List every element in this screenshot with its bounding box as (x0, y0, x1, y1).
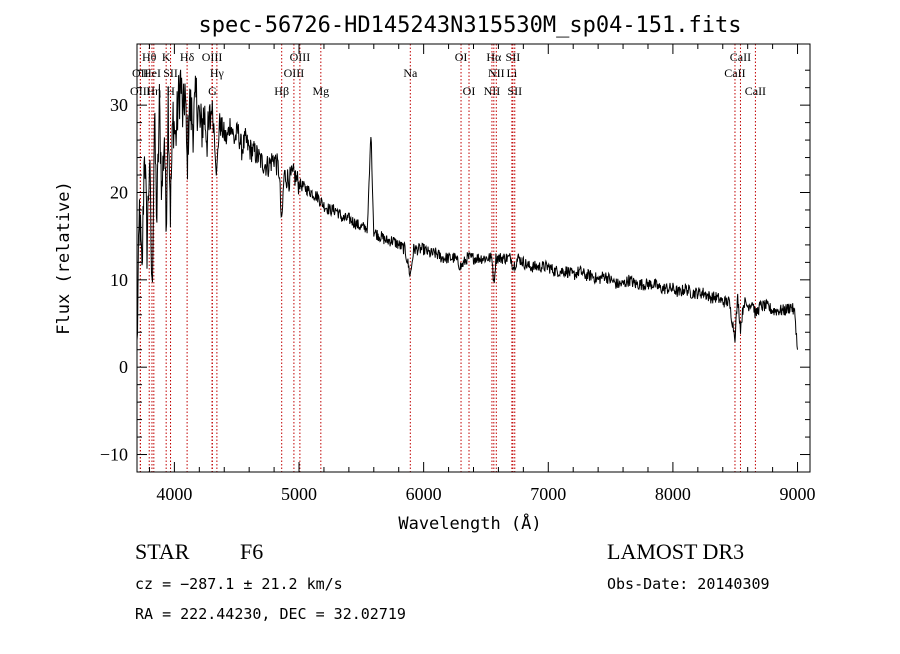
y-tick-label: −10 (100, 445, 128, 465)
spectral-line-label: H (166, 84, 175, 98)
spectral-line-label: HeI (143, 66, 161, 80)
x-tick-label: 4000 (156, 484, 192, 504)
spectral-line-label: Hη (146, 84, 161, 98)
spectral-line-label: Hθ (142, 50, 157, 64)
spectral-line-label: CaII (730, 50, 751, 64)
spectral-line-label: Mg (312, 84, 329, 98)
spectral-line-label: K (162, 50, 171, 64)
spectral-line-label: SII (163, 66, 178, 80)
spectral-line-label: Hβ (274, 84, 289, 98)
x-axis-label: Wavelength (Å) (398, 512, 541, 534)
spectral-line-label: OIII (284, 66, 305, 80)
spectral-line-label: OI (455, 50, 468, 64)
obs-date-text: Obs-Date: 20140309 (607, 575, 770, 593)
spectral-line-label: Li (507, 66, 518, 80)
object-subclass: F6 (240, 539, 263, 564)
survey-name: LAMOST DR3 (607, 539, 744, 564)
spectral-line-label: Hα (486, 50, 502, 64)
y-axis-ticks: −10 0 10 20 30 (100, 69, 810, 465)
x-tick-label: 8000 (655, 484, 691, 504)
x-tick-label: 5000 (281, 484, 317, 504)
spectrum-line (136, 69, 798, 350)
y-tick-label: 0 (119, 357, 128, 377)
spectral-line-label: SII (506, 50, 521, 64)
y-tick-label: 20 (110, 182, 128, 202)
spectral-line-label: NII (484, 84, 501, 98)
x-tick-label: 6000 (406, 484, 442, 504)
x-axis-ticks: 4000 5000 6000 7000 8000 9000 (148, 44, 816, 504)
x-tick-label: 9000 (780, 484, 816, 504)
spectral-line-label: OIII (290, 50, 311, 64)
spectral-line-labels: Hθ OII OIII HeI Hη K SII H Hδ OIII Hγ G OIII OIII Hβ Mg… (130, 50, 766, 98)
spectral-line-label: OII (132, 66, 149, 80)
spectral-line-label: G (208, 84, 217, 98)
y-tick-label: 10 (110, 270, 128, 290)
spectral-line-label: SII (507, 84, 522, 98)
spectral-line-label: OIII (130, 84, 151, 98)
spectral-line-label: CaII (724, 66, 745, 80)
spectral-line-label: Hδ (180, 50, 195, 64)
object-class: STAR (135, 539, 190, 564)
spectrum-layer (136, 69, 798, 350)
spectral-line-label: NII (488, 66, 505, 80)
coordinates-text: RA = 222.44230, DEC = 32.02719 (135, 605, 406, 623)
y-axis-label: Flux (relative) (54, 181, 74, 335)
spectral-line-label: Hγ (210, 66, 225, 80)
chart-title: spec-56726-HD145243N315530M_sp04-151.fit… (198, 13, 741, 38)
spectral-line-label: OIII (202, 50, 223, 64)
x-tick-label: 7000 (530, 484, 566, 504)
redshift-text: cz = −287.1 ± 21.2 km/s (135, 575, 343, 593)
spectral-line-label: CaII (745, 84, 766, 98)
spectral-line-label: OI (463, 84, 476, 98)
y-tick-label: 30 (110, 95, 128, 115)
spectral-line-label: Na (403, 66, 418, 80)
